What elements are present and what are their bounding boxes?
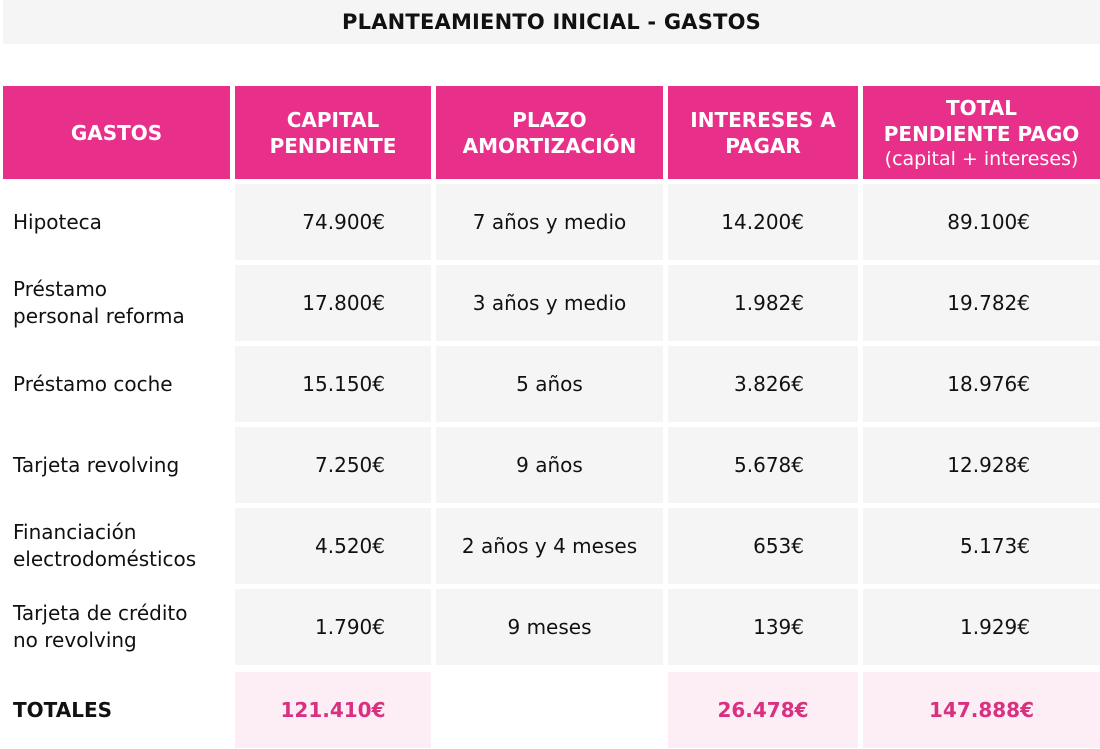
cell-intereses: 3.826€ <box>668 346 858 422</box>
row-label: Préstamo coche <box>0 346 232 422</box>
row-label-line2: personal reforma <box>13 304 185 328</box>
total-total: 147.888€ <box>863 672 1100 748</box>
row-label-line1: Préstamo coche <box>13 371 173 396</box>
row-label: Hipoteca <box>0 184 232 260</box>
header-intereses: INTERESES A PAGAR <box>668 86 858 179</box>
header-capital-line2: PENDIENTE <box>269 133 397 158</box>
cell-total: 19.782€ <box>863 265 1100 341</box>
cell-intereses: 139€ <box>668 589 858 665</box>
total-plazo-empty <box>436 672 663 748</box>
row-label: Préstamo personal reforma <box>0 265 232 341</box>
row-label-line2: no revolving <box>13 628 137 652</box>
total-capital: 121.410€ <box>235 672 431 748</box>
total-intereses: 26.478€ <box>668 672 858 748</box>
totals-label: TOTALES <box>13 698 113 722</box>
row-label: Tarjeta revolving <box>0 427 232 503</box>
row-label-line1: Tarjeta de crédito <box>13 601 188 625</box>
row-label-line1: Hipoteca <box>13 209 102 234</box>
cell-total: 1.929€ <box>863 589 1100 665</box>
cell-total: 5.173€ <box>863 508 1100 584</box>
cell-capital: 4.520€ <box>235 508 431 584</box>
cell-plazo: 3 años y medio <box>436 265 663 341</box>
header-intereses-line1: INTERESES A <box>690 107 836 132</box>
header-gastos: GASTOS <box>3 86 230 179</box>
cell-capital: 74.900€ <box>235 184 431 260</box>
cell-total: 12.928€ <box>863 427 1100 503</box>
header-intereses-line2: PAGAR <box>725 133 801 158</box>
cell-total: 18.976€ <box>863 346 1100 422</box>
page-title: PLANTEAMIENTO INICIAL - GASTOS <box>342 10 761 34</box>
cell-plazo: 5 años <box>436 346 663 422</box>
header-plazo-line2: AMORTIZACIÓN <box>462 133 637 158</box>
header-total-line1: TOTAL <box>946 95 1017 120</box>
header-capital: CAPITAL PENDIENTE <box>235 86 431 179</box>
header-plazo-line1: PLAZO <box>512 107 587 132</box>
row-label-line1: Tarjeta revolving <box>13 452 180 477</box>
header-gastos-label: GASTOS <box>70 120 163 145</box>
cell-capital: 15.150€ <box>235 346 431 422</box>
cell-plazo: 9 meses <box>436 589 663 665</box>
row-label-line1: Préstamo <box>13 277 108 301</box>
cell-capital: 7.250€ <box>235 427 431 503</box>
cell-plazo: 2 años y 4 meses <box>436 508 663 584</box>
cell-intereses: 14.200€ <box>668 184 858 260</box>
header-total: TOTAL PENDIENTE PAGO (capital + interese… <box>863 86 1100 179</box>
cell-intereses: 653€ <box>668 508 858 584</box>
row-label-line1: Financiación <box>13 520 137 544</box>
row-label-line2: electrodomésticos <box>13 547 197 571</box>
row-label: Financiación electrodomésticos <box>0 508 232 584</box>
cell-intereses: 5.678€ <box>668 427 858 503</box>
cell-total: 89.100€ <box>863 184 1100 260</box>
cell-capital: 17.800€ <box>235 265 431 341</box>
page-title-bar: PLANTEAMIENTO INICIAL - GASTOS <box>3 0 1100 44</box>
cell-capital: 1.790€ <box>235 589 431 665</box>
header-plazo: PLAZO AMORTIZACIÓN <box>436 86 663 179</box>
header-total-subtitle: (capital + intereses) <box>884 147 1079 170</box>
header-capital-line1: CAPITAL <box>286 107 380 132</box>
cell-intereses: 1.982€ <box>668 265 858 341</box>
cell-plazo: 7 años y medio <box>436 184 663 260</box>
cell-plazo: 9 años <box>436 427 663 503</box>
header-total-line2: PENDIENTE PAGO <box>883 121 1080 146</box>
row-label: Tarjeta de crédito no revolving <box>0 589 232 665</box>
